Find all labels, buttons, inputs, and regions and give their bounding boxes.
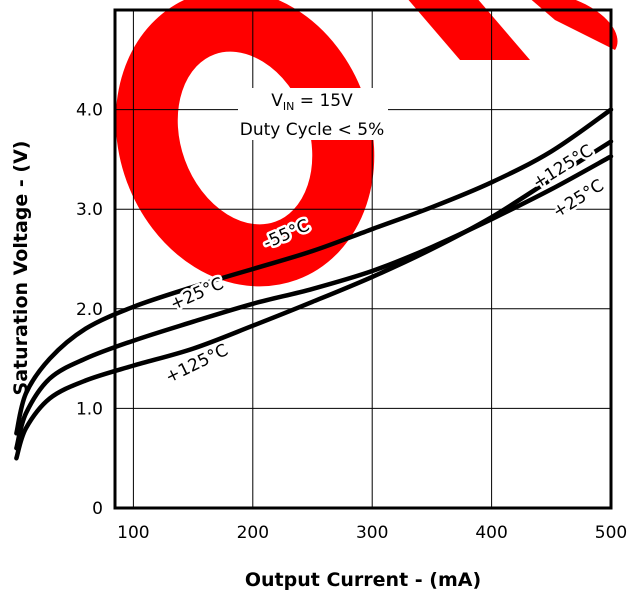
watermark-letter-b [408,0,530,60]
curves [14,107,614,461]
y-tick-label: 3.0 [76,200,103,220]
watermark: ob [115,0,618,287]
y-tick-label: 4.0 [76,101,103,121]
y-tick-label: 2.0 [76,300,103,320]
series-line [14,139,614,461]
y-tick-label: 1.0 [76,399,103,419]
annotation-background [238,88,388,140]
curve-label: +25°C [549,176,607,223]
plot-frame [113,8,613,510]
y-axis-title: Saturation Voltage - (V) [10,141,32,396]
annotation: VIN = 15V Duty Cycle < 5% [238,88,388,140]
tick-labels: 100 200 300 400 500 0 1.0 2.0 3.0 4.0 [76,101,627,543]
series-line [14,107,614,436]
x-tick-label: 100 [117,523,149,543]
annotation-line-1: VIN = 15V [271,91,353,113]
x-tick-label: 300 [356,523,388,543]
y-tick-label: 0 [92,499,103,519]
annotation-line-2: Duty Cycle < 5% [240,120,384,140]
x-tick-label: 500 [595,523,627,543]
x-axis-title: Output Current - (mA) [245,569,481,591]
x-tick-label: 400 [475,523,507,543]
x-tick-label: 200 [237,523,269,543]
watermark-letter-b-bowl [531,0,618,50]
